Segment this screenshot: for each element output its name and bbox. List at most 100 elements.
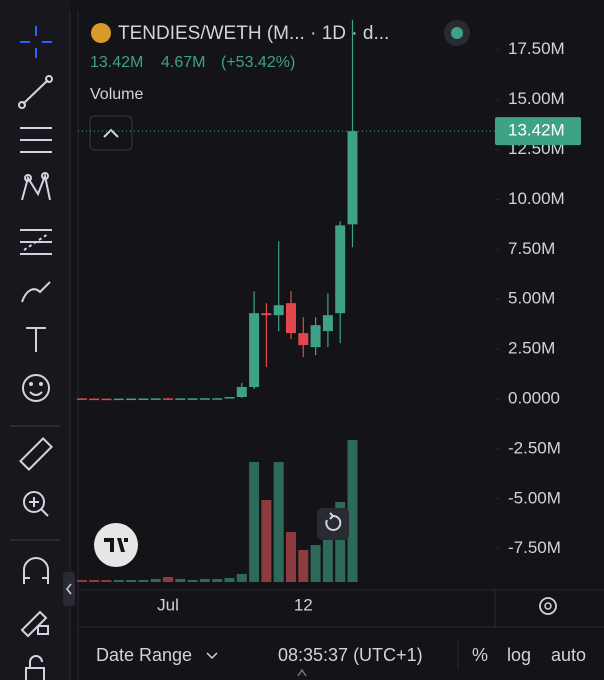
y-tick-label: -5.00M	[508, 488, 561, 507]
candle-body	[236, 387, 247, 397]
candle-body	[310, 325, 321, 348]
candle-body	[199, 398, 210, 400]
candle-body	[335, 225, 346, 314]
clock: 08:35:37 (UTC+1)	[278, 645, 423, 665]
y-tick-label: 5.00M	[508, 289, 555, 308]
y-tick-label: 15.00M	[508, 89, 565, 108]
x-tick-label: Jul	[157, 595, 179, 614]
candle-body	[224, 396, 235, 399]
scroll-handle	[297, 668, 307, 677]
candle-body	[89, 398, 100, 401]
brush-tool[interactable]	[21, 281, 51, 303]
volume-label: Volume	[90, 86, 143, 103]
candle-body	[187, 398, 198, 400]
y-tick-label: -2.50M	[508, 438, 561, 457]
settings-icon-center	[544, 602, 552, 610]
log-toggle[interactable]: log	[507, 645, 531, 665]
y-tick-label: 7.50M	[508, 239, 555, 258]
last-price-tag	[495, 117, 581, 146]
volume-bar	[199, 579, 210, 582]
candle-body	[212, 398, 223, 400]
date-range-button[interactable]: Date Range	[96, 645, 192, 665]
candle-body	[113, 398, 124, 401]
y-tick-label: 0.0000	[508, 388, 560, 407]
volume-bar	[249, 462, 260, 582]
candle-body	[286, 303, 296, 334]
logo-mark	[104, 538, 128, 552]
volume-bar	[310, 545, 321, 582]
settings-icon[interactable]	[539, 597, 557, 615]
volume-bar	[212, 579, 223, 582]
candle-body	[76, 398, 87, 400]
volume-bar	[150, 579, 161, 582]
candle-body	[101, 398, 112, 401]
magnet-tool[interactable]	[23, 557, 49, 584]
candle-body	[347, 131, 358, 225]
reset-chart-button[interactable]	[317, 508, 349, 540]
collapse-legend-button[interactable]	[89, 115, 133, 151]
volume-bar	[76, 580, 87, 582]
volume-bar	[335, 502, 346, 582]
zoom-tool[interactable]	[23, 491, 49, 517]
volume-bar	[286, 532, 296, 582]
candle-body	[322, 315, 333, 332]
candle-body	[163, 398, 173, 400]
volume-bar	[113, 580, 124, 582]
forecast-tool[interactable]	[20, 229, 52, 255]
percent-toggle[interactable]: %	[472, 645, 488, 665]
logo[interactable]	[94, 523, 138, 567]
volume-bar	[347, 440, 358, 582]
emoji-tool[interactable]	[22, 374, 50, 402]
candle-body	[150, 398, 161, 400]
volume-bar	[298, 550, 309, 582]
candle-body	[249, 313, 260, 388]
auto-toggle[interactable]: auto	[551, 645, 586, 665]
x-tick-label: 12	[294, 595, 313, 614]
candle-body	[175, 398, 186, 400]
dropdown-arrow	[206, 652, 218, 660]
volume-bar	[224, 578, 235, 582]
reset-icon	[325, 514, 342, 531]
volume-bar	[236, 574, 247, 582]
last-price-label: 13.42M	[508, 121, 565, 140]
y-tick-label: 17.50M	[508, 39, 565, 58]
volume-bar	[89, 580, 100, 582]
candle-body	[273, 305, 284, 316]
symbol-title: TENDIES/WETH (M... · 1D · d...	[118, 23, 389, 44]
toolbar-icons	[10, 26, 60, 680]
volume-bar	[175, 579, 186, 582]
plot: 17.50M15.00M12.50M10.00M7.50M5.00M2.50M0…	[76, 19, 581, 614]
reset-arrow	[329, 512, 335, 520]
change-value: 4.67M	[161, 54, 205, 71]
collapse-toolbar-button[interactable]	[63, 572, 75, 606]
fib-tool[interactable]	[20, 127, 52, 153]
candle-body	[138, 398, 149, 400]
volume-bar	[187, 580, 198, 582]
lock-draw-tool[interactable]	[20, 610, 49, 638]
volume-bar	[163, 577, 173, 582]
candle-body	[298, 333, 309, 346]
close-value: 13.42M	[90, 54, 143, 71]
candle-body	[261, 313, 272, 316]
pattern-tool[interactable]	[21, 172, 51, 201]
crosshair-tool[interactable]	[20, 26, 52, 58]
text-tool[interactable]	[26, 327, 46, 352]
volume-bar	[322, 540, 333, 582]
ruler-tool[interactable]	[19, 437, 53, 471]
y-tick-label: 10.00M	[508, 189, 565, 208]
status-dot	[451, 27, 463, 39]
token-icon	[91, 23, 111, 43]
change-percent: (+53.42%)	[221, 54, 295, 71]
y-tick-label: 2.50M	[508, 339, 555, 358]
chevron-up	[103, 128, 119, 138]
lock-tool[interactable]	[25, 655, 45, 680]
volume-bar	[261, 500, 272, 582]
volume-bar	[126, 580, 137, 582]
collapse-arrow	[66, 583, 72, 595]
volume-bar	[273, 462, 284, 582]
trend-line-tool[interactable]	[18, 75, 53, 109]
volume-bar	[101, 580, 112, 582]
candle-body	[126, 398, 137, 401]
